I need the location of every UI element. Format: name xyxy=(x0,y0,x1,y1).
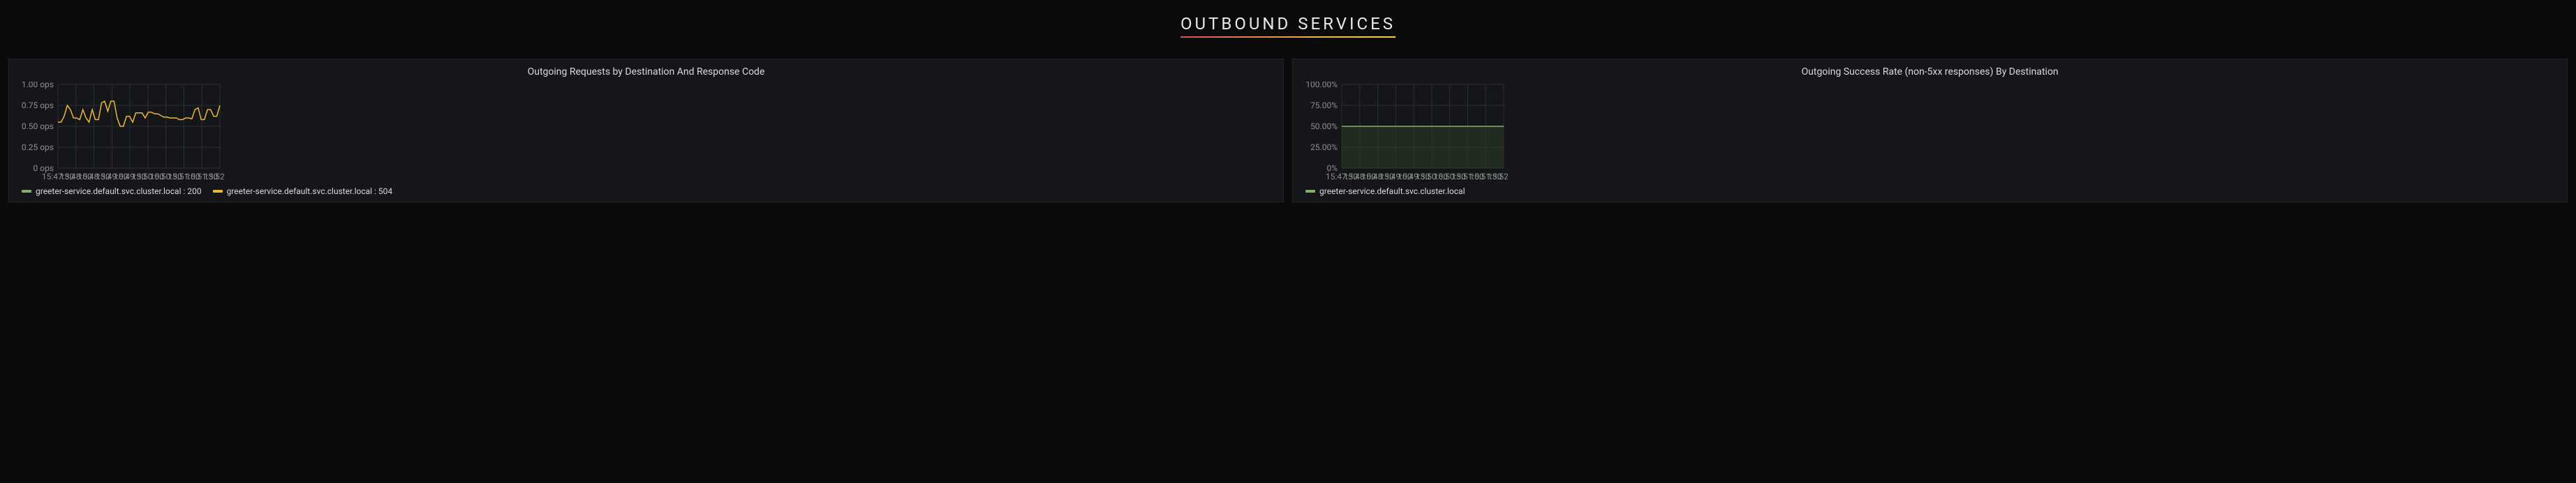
line-chart: 0 ops0.25 ops0.50 ops0.75 ops1.00 ops15:… xyxy=(15,82,224,182)
legend-swatch xyxy=(1305,190,1315,193)
legend-label: greeter-service.default.svc.cluster.loca… xyxy=(1319,186,1465,196)
chart-area: 0 ops0.25 ops0.50 ops0.75 ops1.00 ops15:… xyxy=(15,82,1278,182)
panel-outgoing-requests[interactable]: Outgoing Requests by Destination And Res… xyxy=(8,59,1284,202)
svg-text:0.25 ops: 0.25 ops xyxy=(22,142,54,152)
section-header: OUTBOUND SERVICES xyxy=(0,7,2576,59)
legend-label: greeter-service.default.svc.cluster.loca… xyxy=(36,186,202,196)
section-title: OUTBOUND SERVICES xyxy=(1180,14,1396,38)
svg-text:50.00%: 50.00% xyxy=(1310,121,1338,131)
legend-item[interactable]: greeter-service.default.svc.cluster.loca… xyxy=(22,186,202,196)
svg-text:0.50 ops: 0.50 ops xyxy=(22,121,54,131)
svg-text:15:52:00: 15:52:00 xyxy=(1488,172,1508,181)
panels-row: Outgoing Requests by Destination And Res… xyxy=(0,59,2576,202)
panel-title: Outgoing Requests by Destination And Res… xyxy=(15,65,1278,82)
legend-label: greeter-service.default.svc.cluster.loca… xyxy=(227,186,393,196)
legend-swatch xyxy=(22,190,31,193)
svg-text:15:52:00: 15:52:00 xyxy=(204,172,224,181)
svg-text:25.00%: 25.00% xyxy=(1310,142,1338,152)
dashboard-page: OUTBOUND SERVICES Outgoing Requests by D… xyxy=(0,0,2576,216)
legend-item[interactable]: greeter-service.default.svc.cluster.loca… xyxy=(1305,186,1465,196)
legend: greeter-service.default.svc.cluster.loca… xyxy=(15,182,1278,198)
svg-text:1.00 ops: 1.00 ops xyxy=(22,82,54,89)
panel-title: Outgoing Success Rate (non-5xx responses… xyxy=(1298,65,2561,82)
area-chart: 0%25.00%50.00%75.00%100.00%15:47:3015:48… xyxy=(1298,82,1508,182)
legend-swatch xyxy=(213,190,223,193)
svg-text:100.00%: 100.00% xyxy=(1305,82,1338,89)
chart-area: 0%25.00%50.00%75.00%100.00%15:47:3015:48… xyxy=(1298,82,2561,182)
panel-success-rate[interactable]: Outgoing Success Rate (non-5xx responses… xyxy=(1292,59,2568,202)
legend: greeter-service.default.svc.cluster.loca… xyxy=(1298,182,2561,198)
legend-item[interactable]: greeter-service.default.svc.cluster.loca… xyxy=(213,186,393,196)
svg-text:0.75 ops: 0.75 ops xyxy=(22,101,54,110)
svg-text:75.00%: 75.00% xyxy=(1310,101,1338,110)
